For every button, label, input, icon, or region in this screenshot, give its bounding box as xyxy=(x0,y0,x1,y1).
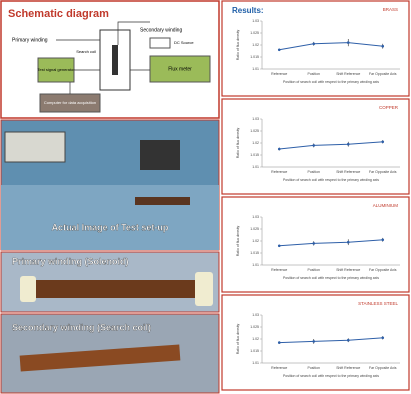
x-axis-label: Position of search coil with respect to … xyxy=(283,374,379,378)
secondary-caption: Secondary winding (Search coil) xyxy=(12,322,151,332)
x-tick-label: Shift Reference xyxy=(336,170,360,174)
flux-label: Flux meter xyxy=(168,66,192,72)
y-tick-label: 1.02 xyxy=(252,141,259,145)
signal-label: Test signal generator xyxy=(37,67,75,72)
x-tick-label: Far Opposite Axis xyxy=(369,366,397,370)
x-tick-label: Shift Reference xyxy=(336,366,360,370)
series-line xyxy=(279,141,383,150)
point xyxy=(312,42,316,46)
x-axis-label: Position of search coil with respect to … xyxy=(283,80,379,84)
computer-label: Computer for data acquisition xyxy=(44,100,96,105)
point xyxy=(312,340,316,343)
y-tick-label: 1.025 xyxy=(250,325,259,329)
y-tick-label: 1.025 xyxy=(250,227,259,231)
dc-label: DC Source xyxy=(174,40,194,45)
x-tick-label: Shift Reference xyxy=(336,268,360,272)
point xyxy=(277,147,281,151)
point xyxy=(381,238,385,242)
end-cap xyxy=(20,276,36,302)
coil xyxy=(112,45,118,75)
x-tick-label: Reference xyxy=(271,170,287,174)
signal-box xyxy=(37,57,75,83)
y-tick-label: 1.015 xyxy=(250,153,259,157)
secondary-coil xyxy=(19,344,181,372)
y-tick-label: 1.01 xyxy=(252,361,259,365)
point xyxy=(346,338,350,342)
primary-coil xyxy=(25,280,205,298)
y-tick-label: 1.015 xyxy=(250,349,259,353)
flux-box xyxy=(149,55,211,83)
point xyxy=(381,44,385,48)
x-tick-label: Position xyxy=(308,366,321,370)
point xyxy=(346,41,350,44)
point xyxy=(381,336,385,340)
y-tick-label: 1.025 xyxy=(250,31,259,35)
y-tick-label: 1.01 xyxy=(252,67,259,71)
primary-label: Primary winding xyxy=(12,37,48,43)
y-axis-label: Ratio of flux density xyxy=(236,29,240,60)
instrument xyxy=(140,140,180,170)
y-axis-label: Ratio of flux density xyxy=(236,127,240,158)
x-tick-label: Far Opposite Axis xyxy=(369,72,397,76)
multimeter xyxy=(4,131,66,163)
x-tick-label: Reference xyxy=(271,72,287,76)
chart-title: ALUMINIUM xyxy=(373,203,399,208)
chart-title: COPPER xyxy=(379,105,399,110)
point xyxy=(277,341,281,344)
y-tick-label: 1.02 xyxy=(252,337,259,341)
x-tick-label: Reference xyxy=(271,268,287,272)
wires xyxy=(56,21,150,94)
dc-box xyxy=(149,37,171,49)
x-tick-label: Position xyxy=(308,268,321,272)
primary-caption: Primary winding (Solenoid) xyxy=(12,256,129,266)
x-tick-label: Shift Reference xyxy=(336,72,360,76)
chart-panel xyxy=(221,0,410,97)
y-tick-label: 1.03 xyxy=(252,117,259,121)
y-tick-label: 1.025 xyxy=(250,129,259,133)
x-tick-label: Position xyxy=(308,170,321,174)
x-tick-label: Far Opposite Axis xyxy=(369,170,397,174)
point xyxy=(312,144,316,147)
secondary-label: Secondary winding xyxy=(140,27,182,33)
chart-panel xyxy=(221,98,410,195)
setup-caption: Actual Image of Test set-up xyxy=(52,222,169,232)
point xyxy=(277,48,281,52)
solenoid-photo xyxy=(135,197,190,205)
point xyxy=(381,140,385,144)
chart-title: BRASS xyxy=(383,7,398,12)
end-cap xyxy=(195,272,213,306)
y-tick-label: 1.01 xyxy=(252,263,259,267)
point xyxy=(346,142,350,146)
point xyxy=(312,242,316,245)
y-tick-label: 1.03 xyxy=(252,215,259,219)
y-tick-label: 1.015 xyxy=(250,55,259,59)
chart-panel xyxy=(221,294,410,391)
search-coil-label: Search coil xyxy=(76,49,96,54)
y-tick-label: 1.015 xyxy=(250,251,259,255)
chart-title: STAINLESS STEEL xyxy=(358,301,398,306)
series-line xyxy=(279,337,383,344)
series-line xyxy=(279,239,383,247)
x-axis-label: Position of search coil with respect to … xyxy=(283,276,379,280)
results-title: Results: xyxy=(232,6,264,15)
point xyxy=(277,244,281,248)
y-axis-label: Ratio of flux density xyxy=(236,323,240,354)
table-surface xyxy=(1,185,219,250)
series-line xyxy=(279,42,383,51)
schematic-title: Schematic diagram xyxy=(8,8,109,20)
point xyxy=(346,240,350,244)
y-tick-label: 1.01 xyxy=(252,165,259,169)
y-tick-label: 1.02 xyxy=(252,239,259,243)
x-tick-label: Far Opposite Axis xyxy=(369,268,397,272)
x-tick-label: Reference xyxy=(271,366,287,370)
y-tick-label: 1.02 xyxy=(252,43,259,47)
x-axis-label: Position of search coil with respect to … xyxy=(283,178,379,182)
y-tick-label: 1.03 xyxy=(252,19,259,23)
chart-panel xyxy=(221,196,410,293)
x-tick-label: Position xyxy=(308,72,321,76)
y-tick-label: 1.03 xyxy=(252,313,259,317)
y-axis-label: Ratio of flux density xyxy=(236,225,240,256)
